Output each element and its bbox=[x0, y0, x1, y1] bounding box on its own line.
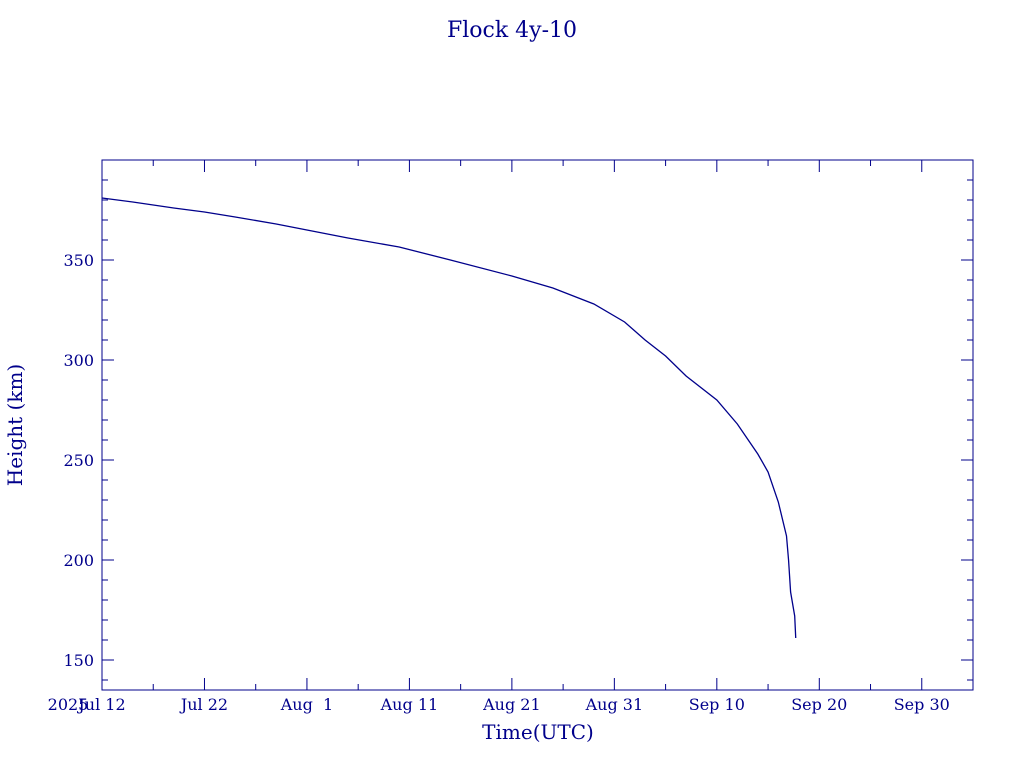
x-tick-label: Jul 12 bbox=[76, 695, 125, 714]
x-tick-label: Aug 31 bbox=[585, 695, 644, 714]
x-tick-label: Sep 30 bbox=[894, 695, 950, 714]
y-axis-title: Height (km) bbox=[3, 364, 27, 486]
x-axis-title: Time(UTC) bbox=[482, 720, 594, 744]
y-tick-label: 150 bbox=[63, 651, 94, 670]
x-tick-label: Aug 21 bbox=[482, 695, 541, 714]
y-tick-label: 250 bbox=[63, 451, 94, 470]
x-tick-label: Sep 20 bbox=[791, 695, 847, 714]
y-tick-label: 300 bbox=[63, 351, 94, 370]
y-tick-label: 200 bbox=[63, 551, 94, 570]
plot-frame bbox=[101, 159, 974, 691]
chart-title: Flock 4y-10 bbox=[447, 18, 577, 43]
x-tick-label: Aug 1 bbox=[280, 695, 333, 714]
series-line bbox=[101, 197, 797, 639]
x-tick-label: Sep 10 bbox=[689, 695, 745, 714]
x-tick-label: Jul 22 bbox=[179, 695, 228, 714]
y-tick-label: 350 bbox=[63, 251, 94, 270]
x-tick-label: Aug 11 bbox=[380, 695, 439, 714]
x-year-label: 2025 bbox=[48, 695, 89, 714]
